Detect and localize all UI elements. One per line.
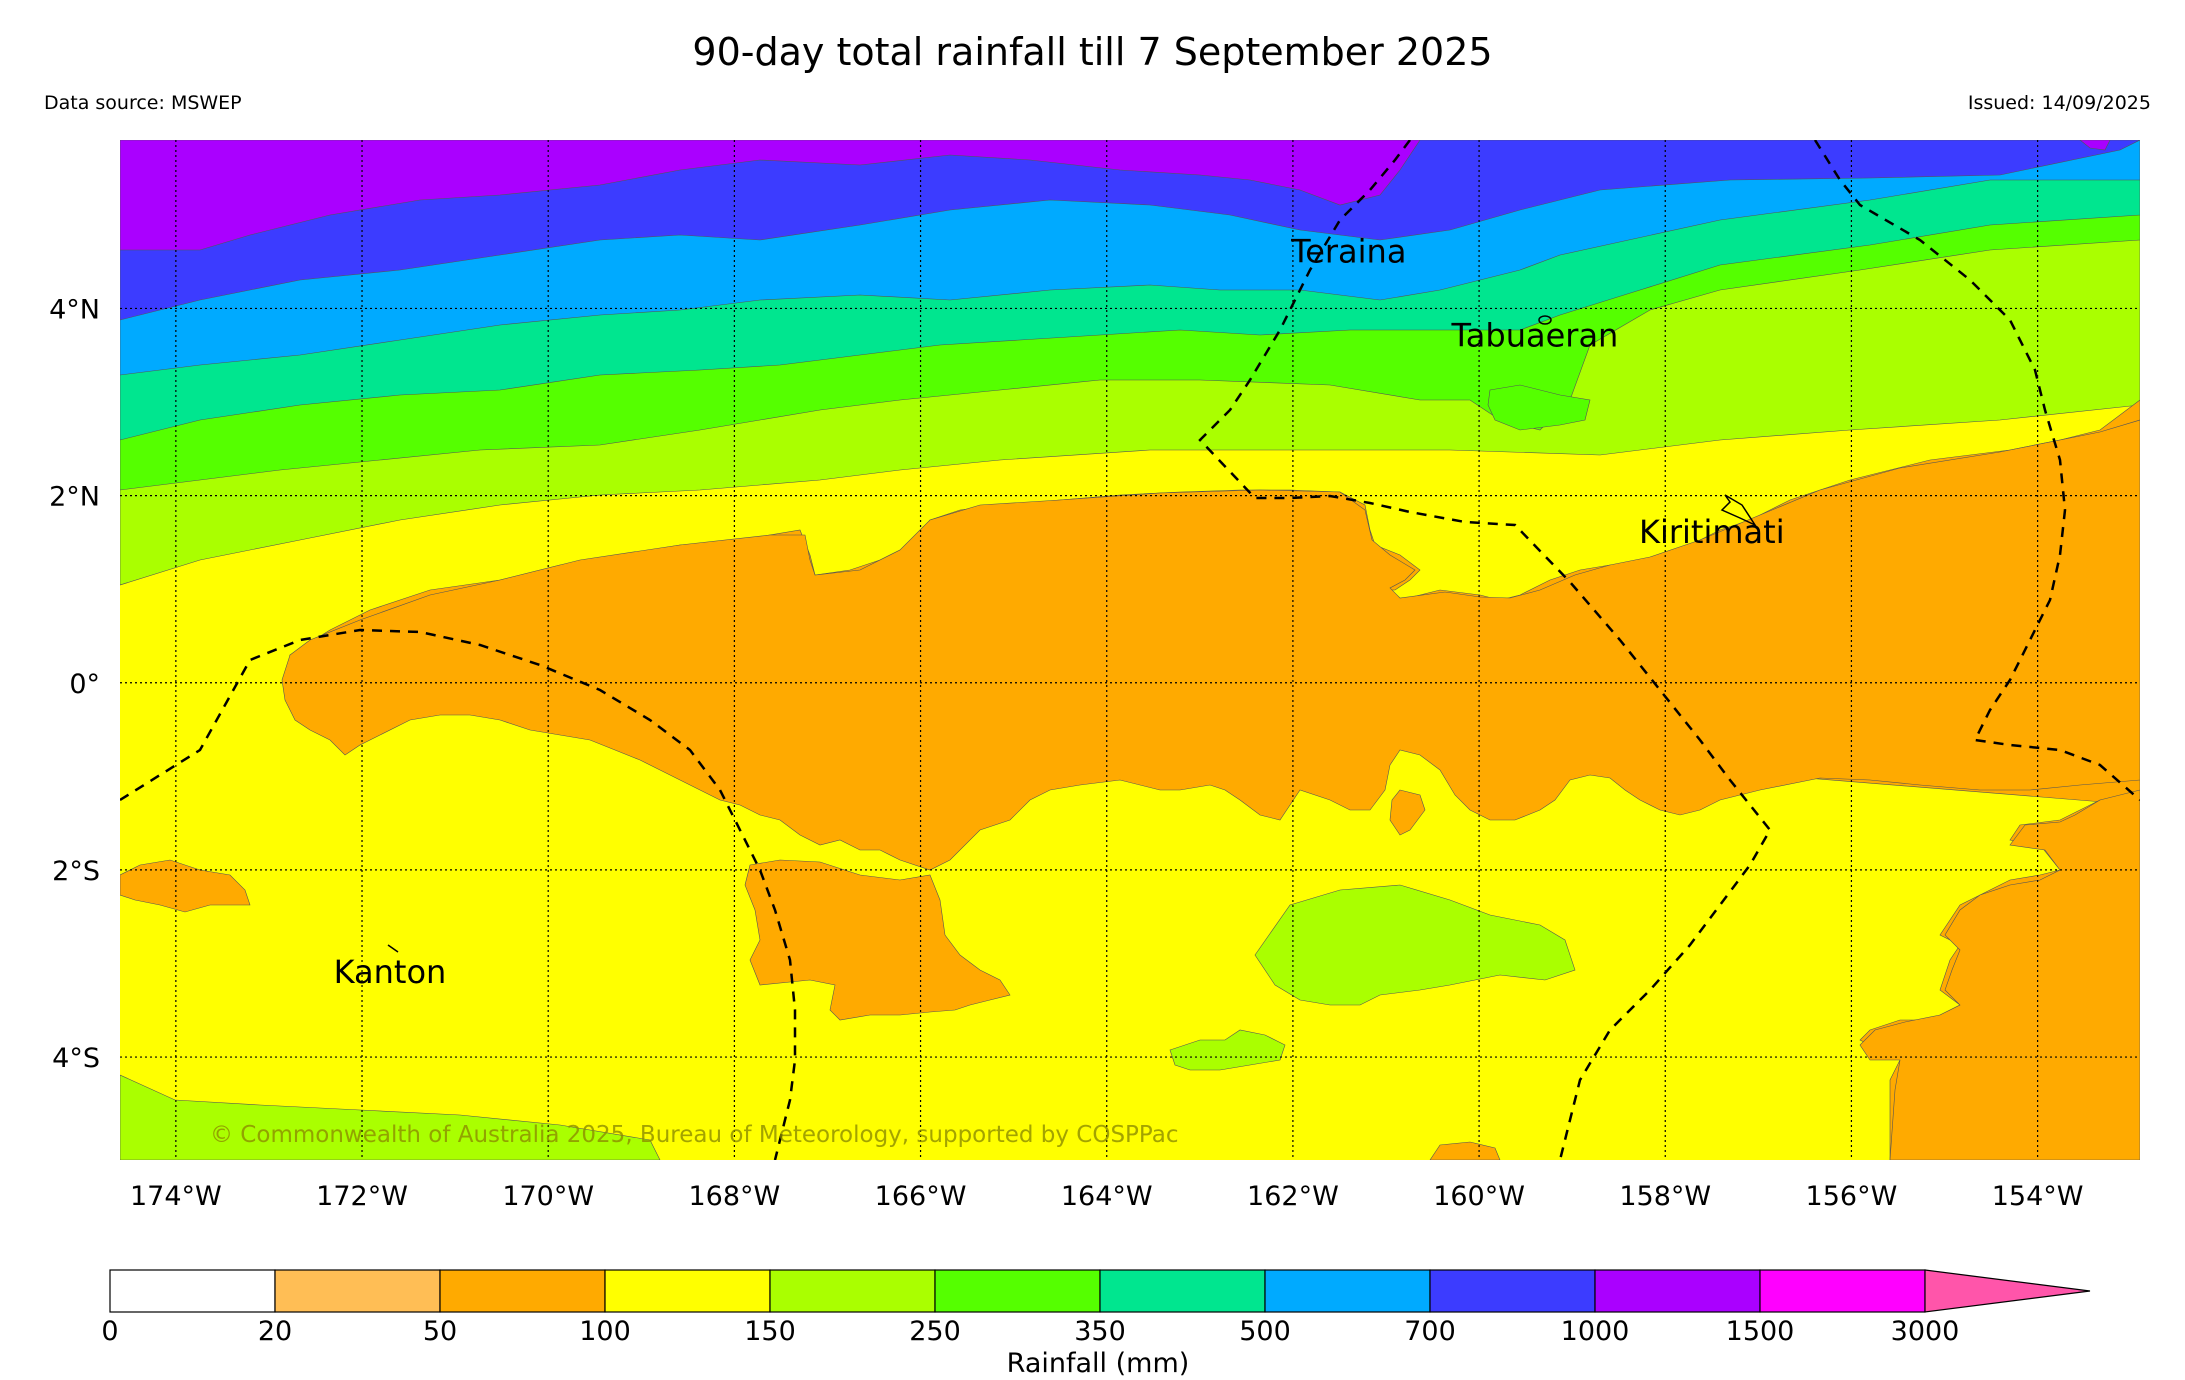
colorbar-segment	[1264, 1269, 1431, 1313]
eez-boundaries	[120, 140, 2140, 1160]
colorbar-segment	[1099, 1269, 1266, 1313]
lon-tick-label: 168°W	[689, 1181, 781, 1212]
lat-tick-label: 2°S	[52, 856, 100, 887]
band-50-100-small-patch	[1389, 789, 1426, 836]
issued-date-label: Issued: 14/09/2025	[1967, 92, 2151, 114]
colorbar-segment	[604, 1269, 771, 1313]
lon-tick-label: 174°W	[130, 1181, 222, 1212]
band-700-1000	[120, 140, 2140, 321]
lon-tick-label: 154°W	[1992, 1181, 2084, 1212]
lat-tick-label: 0°	[69, 669, 100, 700]
place-label: Teraina	[1290, 232, 1406, 270]
tabuaeran-outline	[1538, 315, 1552, 325]
latitude-labels: 4°N 2°N 0° 2°S 4°S	[49, 294, 100, 1074]
lat-tick-label: 2°N	[49, 482, 100, 513]
band-50-100-south-central	[744, 859, 1011, 1021]
colorbar-segment	[934, 1269, 1101, 1313]
lat-tick-label: 4°S	[52, 1043, 100, 1074]
colorbar-segment	[439, 1269, 606, 1313]
colorbar-tick-label: 350	[1074, 1316, 1126, 1347]
place-labels: Teraina Tabuaeran Kiritimati Kanton	[334, 232, 1785, 991]
band-1000-1500-east	[2079, 140, 2111, 151]
kiritimati-outline	[1720, 494, 1758, 527]
colorbar-segment	[1594, 1269, 1761, 1313]
lat-lon-gridlines	[120, 140, 2140, 1160]
place-label: Tabuaeran	[1451, 317, 1619, 355]
colorbar-segment	[274, 1269, 441, 1313]
colorbar-tick-label: 50	[423, 1316, 457, 1347]
rainfall-field	[120, 140, 2140, 1160]
lon-tick-label: 156°W	[1806, 1181, 1898, 1212]
colorbar-tick-label: 700	[1404, 1316, 1456, 1347]
place-label: Kanton	[334, 953, 447, 991]
colorbar-label: Rainfall (mm)	[1007, 1348, 1190, 1379]
colorbar: 0 20 50 100 150 250 350 500 700 1000 1500 3000	[101, 1269, 2091, 1347]
lat-tick-label: 4°N	[49, 294, 100, 325]
lon-tick-label: 160°W	[1433, 1181, 1525, 1212]
lon-tick-label: 162°W	[1247, 1181, 1339, 1212]
colorbar-segment	[1429, 1269, 1596, 1313]
colorbar-tick-label: 100	[579, 1316, 631, 1347]
band-250-350-tabuaeran	[1487, 384, 1591, 431]
band-50-100-bottom-patch	[1429, 1141, 1501, 1160]
island-outlines	[387, 315, 1758, 953]
colorbar-segment	[1759, 1269, 1926, 1313]
place-label: Kiritimati	[1639, 513, 1785, 551]
lon-tick-label: 170°W	[502, 1181, 594, 1212]
colorbar-extend-arrow	[1924, 1269, 2091, 1313]
colorbar-tick-label: 250	[909, 1316, 961, 1347]
lon-tick-label: 166°W	[875, 1181, 967, 1212]
band-150-250-south-patch	[1254, 884, 1576, 1006]
colorbar-segment	[769, 1269, 936, 1313]
copyright-notice: © Commonwealth of Australia 2025, Bureau…	[210, 1122, 1179, 1148]
colorbar-tick-label: 20	[258, 1316, 292, 1347]
band-150-250-southwest	[120, 1074, 661, 1160]
map-title: 90-day total rainfall till 7 September 2…	[692, 30, 1493, 74]
lon-tick-label: 158°W	[1619, 1181, 1711, 1212]
kanton-outline	[387, 944, 399, 953]
colorbar-segment	[109, 1269, 276, 1313]
colorbar-tick-label: 1000	[1561, 1316, 1630, 1347]
colorbar-tick-label: 0	[101, 1316, 118, 1347]
band-50-100-central-body	[281, 419, 2140, 871]
colorbar-tick-label: 150	[744, 1316, 796, 1347]
eez-boundary-phoenix	[120, 628, 797, 1160]
band-150-250-small-patch	[1169, 1029, 1286, 1071]
eez-boundary-line-islands	[1198, 140, 1772, 1160]
band-50-100-east	[1859, 789, 2140, 1160]
eez-boundary-east	[1813, 140, 2140, 801]
lon-tick-label: 172°W	[316, 1181, 408, 1212]
colorbar-tick-label: 1500	[1726, 1316, 1795, 1347]
colorbar-tick-label: 3000	[1891, 1316, 1960, 1347]
band-50-100-southwest	[120, 859, 251, 913]
data-source-label: Data source: MSWEP	[44, 92, 242, 114]
colorbar-tick-label: 500	[1239, 1316, 1291, 1347]
lon-tick-label: 164°W	[1061, 1181, 1153, 1212]
longitude-labels: 174°W 172°W 170°W 168°W 166°W 164°W 162°W 160°W…	[130, 1181, 2083, 1212]
